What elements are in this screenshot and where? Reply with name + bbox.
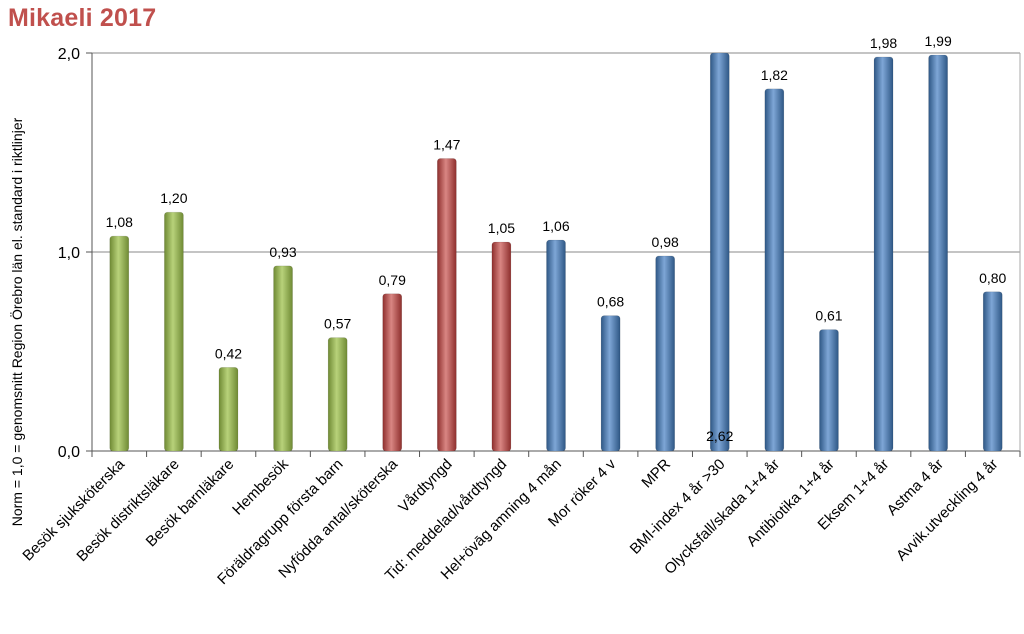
data-label: 0,98 bbox=[652, 234, 679, 250]
x-category-label: MPR bbox=[638, 456, 674, 492]
bar bbox=[327, 337, 348, 452]
bar bbox=[273, 265, 293, 452]
x-category-label: BMI-index 4 år >30 bbox=[627, 456, 729, 558]
data-label: 1,08 bbox=[106, 214, 133, 230]
bar bbox=[437, 158, 457, 452]
bar bbox=[218, 367, 239, 452]
bar bbox=[164, 211, 184, 452]
bar bbox=[109, 235, 130, 452]
x-category-label: Besök distriktsläkare bbox=[73, 456, 182, 565]
y-axis-title: Norm = 1,0 = genomsnitt Region Örebro lä… bbox=[8, 117, 25, 526]
y-tick-label: 1,0 bbox=[58, 245, 80, 262]
bar bbox=[546, 239, 566, 452]
bar bbox=[491, 241, 512, 452]
data-label: 1,06 bbox=[542, 218, 569, 234]
data-label: 0,79 bbox=[379, 272, 406, 288]
data-label: 1,82 bbox=[761, 67, 788, 83]
bar bbox=[382, 293, 403, 452]
y-tick-label: 2,0 bbox=[58, 46, 80, 63]
data-label: 1,99 bbox=[924, 33, 951, 49]
bar bbox=[764, 88, 785, 452]
data-label: 0,93 bbox=[269, 244, 296, 260]
data-label: 1,05 bbox=[488, 220, 515, 236]
data-label: 0,42 bbox=[215, 345, 242, 361]
x-category-label: Avvik.utveckling 4 år bbox=[893, 456, 1002, 565]
bar bbox=[655, 255, 675, 452]
bar bbox=[928, 54, 948, 452]
bar bbox=[600, 315, 621, 452]
data-label: 1,20 bbox=[160, 190, 187, 206]
data-label: 1,47 bbox=[433, 136, 460, 152]
data-label: 0,80 bbox=[979, 270, 1006, 286]
data-label: 0,57 bbox=[324, 316, 351, 332]
data-label: 0,68 bbox=[597, 294, 624, 310]
chart-title: Mikaeli 2017 bbox=[8, 4, 157, 32]
data-label: 2,62 bbox=[706, 428, 733, 444]
y-tick-label: 0,0 bbox=[58, 444, 80, 461]
bar bbox=[982, 291, 1003, 452]
data-label: 0,61 bbox=[815, 308, 842, 324]
data-label: 1,98 bbox=[870, 35, 897, 51]
x-category-label: Besök sjuksköterska bbox=[19, 455, 128, 564]
bar bbox=[873, 56, 894, 452]
bar bbox=[709, 52, 730, 452]
bar bbox=[819, 329, 839, 452]
